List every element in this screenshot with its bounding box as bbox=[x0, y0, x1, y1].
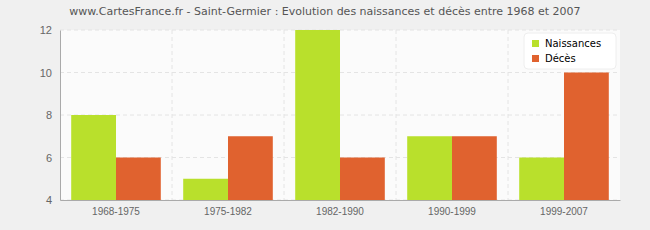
tick: 1968-1975 bbox=[92, 200, 140, 217]
tick: 1990-1999 bbox=[428, 200, 476, 217]
tick-label: 1999-2007 bbox=[540, 206, 588, 217]
legend-item: Décès bbox=[532, 53, 576, 64]
bar bbox=[519, 158, 564, 201]
tick-label: 6 bbox=[46, 152, 52, 164]
tick: 1999-2007 bbox=[540, 200, 588, 217]
tick: 12 bbox=[40, 24, 60, 36]
legend-swatch bbox=[532, 40, 539, 47]
legend-label: Décès bbox=[545, 53, 576, 64]
x-axis: 1968-1975 1975-1982 1982-1990 1990-1999 1999… bbox=[61, 200, 621, 217]
grid-line-x bbox=[396, 30, 397, 200]
plot-area bbox=[60, 30, 620, 200]
tick-label: 1975-1982 bbox=[204, 206, 252, 217]
bar bbox=[116, 158, 161, 201]
tick: 1982-1990 bbox=[316, 200, 364, 217]
tick: 10 bbox=[40, 67, 60, 79]
tick: 1975-1982 bbox=[204, 200, 252, 217]
plot: 4 6 8 10 12 1968-1975 1975-1982 1982-1990 1990-1… bbox=[40, 24, 621, 217]
tick-label: 1982-1990 bbox=[316, 206, 364, 217]
bar bbox=[407, 136, 452, 200]
grid-line-x bbox=[284, 30, 285, 200]
bar bbox=[183, 179, 228, 200]
grid-line-x bbox=[508, 30, 509, 200]
tick-label: 1968-1975 bbox=[92, 206, 140, 217]
chart: www.CartesFrance.fr - Saint-Germier : Ev… bbox=[0, 0, 650, 230]
bar bbox=[295, 30, 340, 200]
tick: 4 bbox=[46, 194, 60, 206]
tick-label: 10 bbox=[40, 67, 52, 79]
bar bbox=[564, 73, 609, 201]
axis-line bbox=[61, 200, 621, 201]
tick-label: 1990-1999 bbox=[428, 206, 476, 217]
bar bbox=[340, 158, 385, 201]
bar bbox=[71, 115, 116, 200]
legend-item: Naissances bbox=[532, 38, 601, 49]
bar bbox=[228, 136, 273, 200]
tick-label: 4 bbox=[46, 194, 52, 206]
legend-label: Naissances bbox=[545, 38, 601, 49]
background bbox=[0, 0, 650, 230]
legend-swatch bbox=[532, 55, 539, 62]
tick-label: 12 bbox=[40, 24, 52, 36]
axis-line bbox=[60, 31, 61, 201]
bar bbox=[452, 136, 497, 200]
tick: 6 bbox=[46, 152, 60, 164]
legend-box bbox=[524, 33, 616, 69]
grid-line-x bbox=[172, 30, 173, 200]
tick: 8 bbox=[46, 109, 60, 121]
title: www.CartesFrance.fr - Saint-Germier : Ev… bbox=[69, 5, 580, 18]
y-axis: 4 6 8 10 12 bbox=[40, 24, 61, 206]
tick-label: 8 bbox=[46, 109, 52, 121]
legend: Naissances Décès bbox=[524, 33, 616, 69]
